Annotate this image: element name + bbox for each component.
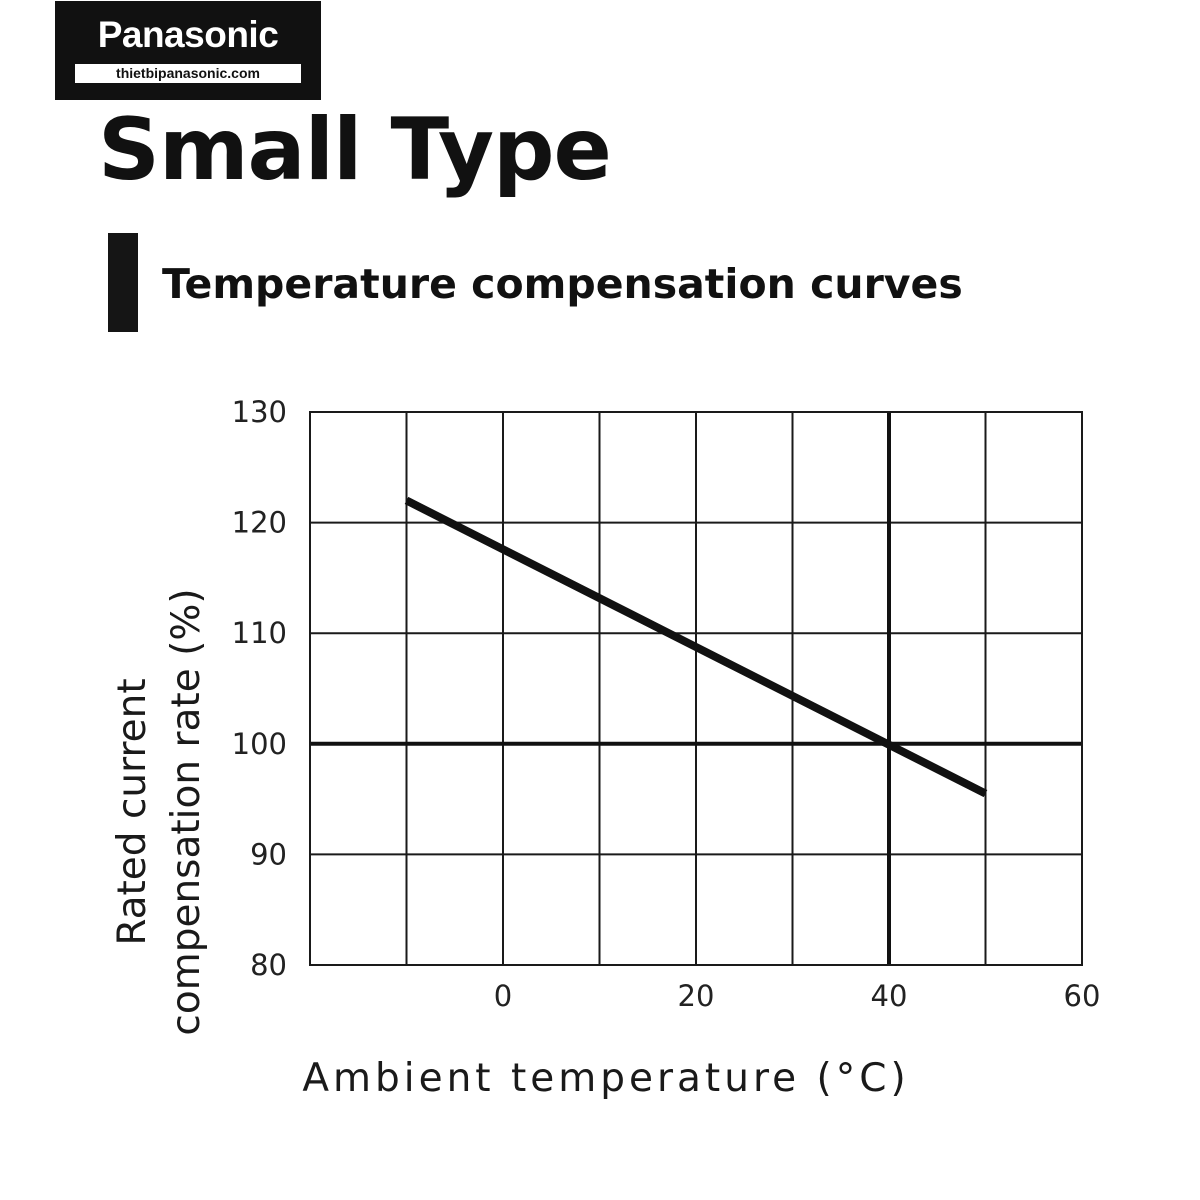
- page-title: Small Type: [98, 100, 612, 200]
- series-line: [404, 496, 988, 798]
- y-axis-label-line-2: compensation rate (%): [164, 588, 209, 1035]
- section-title: Temperature compensation curves: [162, 260, 963, 308]
- x-axis-label: Ambient temperature (°C): [302, 1056, 909, 1101]
- y-tick-label: 100: [232, 727, 287, 761]
- chart-frame: [309, 411, 1083, 966]
- x-tick-label: 40: [871, 979, 908, 1013]
- chart-reference-lines: [310, 412, 1082, 965]
- logo-brand-name: Panasonic: [97, 14, 279, 55]
- logo-website: thietbipanasonic.com: [75, 64, 301, 83]
- y-axis-label-line-1: Rated current: [110, 678, 155, 945]
- x-tick-label: 0: [494, 979, 512, 1013]
- y-tick-labels: 80 90 100 110 120 130: [232, 395, 287, 982]
- y-tick-label: 110: [232, 616, 287, 650]
- y-tick-label: 90: [250, 837, 287, 871]
- y-tick-label: 80: [250, 948, 287, 982]
- chart-grid: [310, 412, 1082, 965]
- chart-series: [404, 496, 988, 798]
- y-axis-label: Rated current compensation rate (%): [110, 588, 209, 1035]
- section-accent-bar: [108, 233, 138, 332]
- brand-logo: Panasonic thietbipanasonic.com: [55, 1, 321, 100]
- x-tick-label: 20: [678, 979, 715, 1013]
- x-tick-label: 60: [1064, 979, 1101, 1013]
- x-tick-labels: 0 20 40 60: [494, 979, 1101, 1013]
- plot-area-border: [309, 411, 1083, 966]
- y-tick-label: 120: [232, 506, 287, 540]
- y-tick-label: 130: [232, 395, 287, 429]
